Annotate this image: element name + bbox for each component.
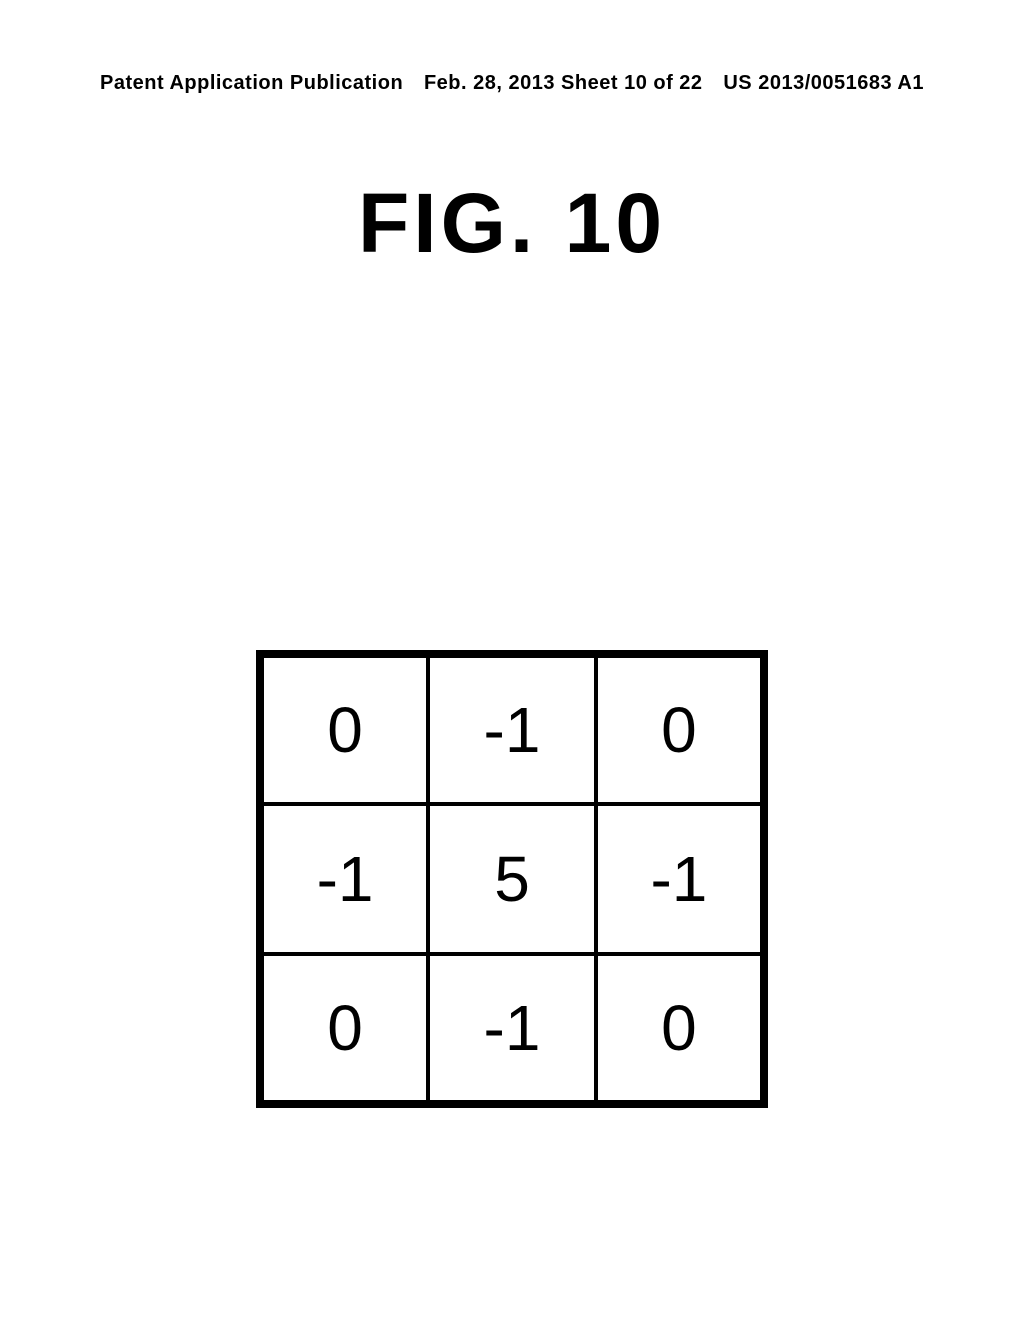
kernel-cell: 0 xyxy=(260,954,428,1104)
kernel-cell: 0 xyxy=(596,654,764,804)
kernel-cell: -1 xyxy=(428,954,596,1104)
figure-title: FIG. 10 xyxy=(0,175,1024,272)
table-row: -1 5 -1 xyxy=(260,804,764,954)
kernel-table: 0 -1 0 -1 5 -1 0 -1 0 xyxy=(256,650,768,1108)
table-row: 0 -1 0 xyxy=(260,954,764,1104)
date-sheet: Feb. 28, 2013 Sheet 10 of 22 xyxy=(424,72,703,95)
kernel-cell: 5 xyxy=(428,804,596,954)
kernel-cell: 0 xyxy=(596,954,764,1104)
publication-number: US 2013/0051683 A1 xyxy=(723,72,924,95)
kernel-table-container: 0 -1 0 -1 5 -1 0 -1 0 xyxy=(256,650,768,1108)
page-header: Patent Application Publication Feb. 28, … xyxy=(0,72,1024,95)
kernel-cell: -1 xyxy=(428,654,596,804)
kernel-cell: -1 xyxy=(260,804,428,954)
kernel-cell: -1 xyxy=(596,804,764,954)
publication-type: Patent Application Publication xyxy=(100,72,403,95)
kernel-cell: 0 xyxy=(260,654,428,804)
table-row: 0 -1 0 xyxy=(260,654,764,804)
